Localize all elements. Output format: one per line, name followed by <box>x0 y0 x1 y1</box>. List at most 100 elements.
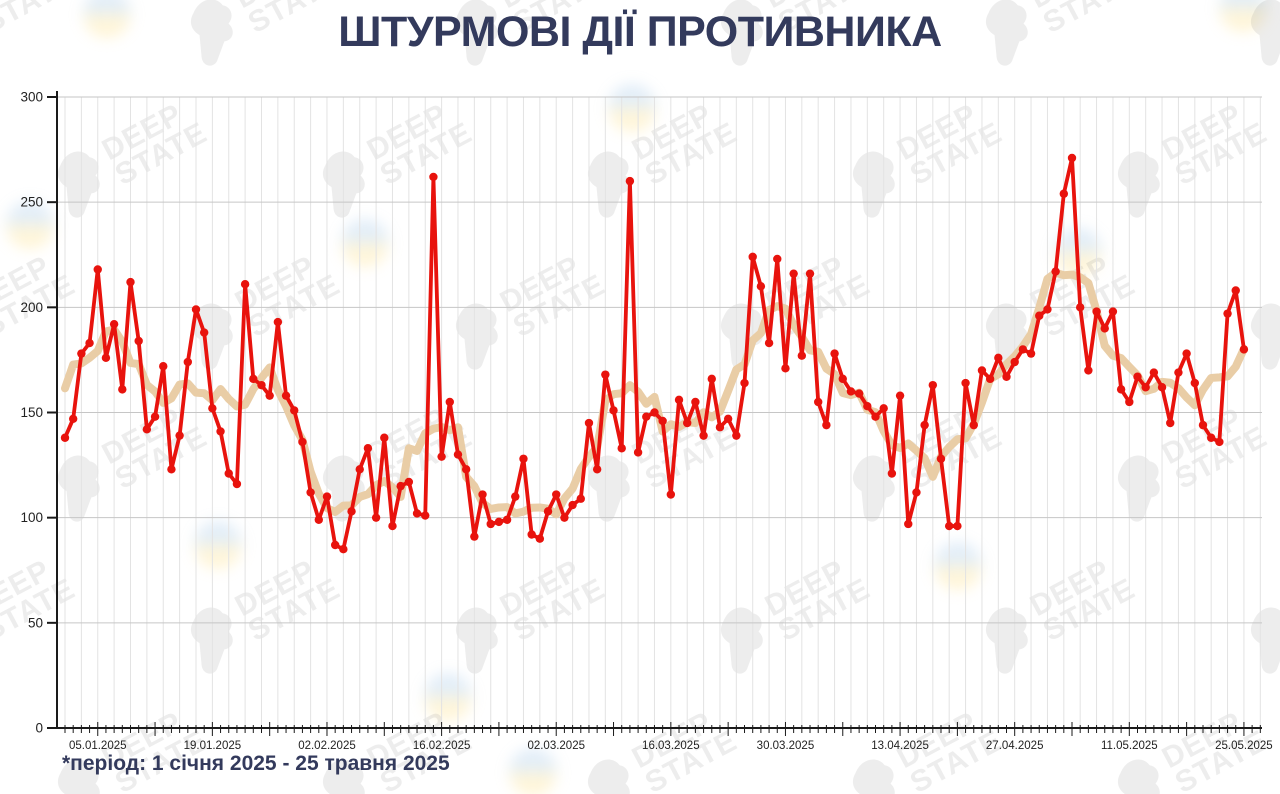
data-point-marker <box>314 515 323 524</box>
data-point-marker <box>633 448 643 457</box>
data-point-marker <box>249 374 258 384</box>
data-point-marker <box>363 444 373 453</box>
data-point-marker <box>1223 309 1232 318</box>
x-axis-date-label: 27.04.2025 <box>986 740 1044 752</box>
data-point-marker <box>944 521 954 531</box>
data-point-marker <box>1035 311 1044 320</box>
data-point-marker <box>625 176 635 186</box>
data-point-marker <box>527 530 536 539</box>
x-axis-date-label: 02.02.2025 <box>298 740 356 752</box>
data-point-marker <box>396 481 405 491</box>
y-axis-label: 300 <box>20 90 43 105</box>
data-point-marker <box>1116 385 1126 394</box>
data-point-marker <box>1075 303 1085 312</box>
data-point-marker <box>576 494 585 503</box>
data-point-marker <box>1059 189 1069 198</box>
data-point-marker <box>1149 368 1159 377</box>
data-point-marker <box>1100 324 1109 333</box>
data-point-marker <box>421 511 430 520</box>
data-point-marker <box>150 412 160 421</box>
data-point-marker <box>1166 418 1175 428</box>
data-point-marker <box>723 414 733 424</box>
data-point-marker <box>265 391 274 400</box>
data-point-marker <box>584 418 594 428</box>
x-axis-date-label: 25.05.2025 <box>1215 740 1273 752</box>
data-point-marker <box>380 433 389 442</box>
data-point-marker <box>257 380 266 390</box>
data-point-marker <box>994 353 1003 363</box>
data-point-marker <box>339 545 348 554</box>
data-point-marker <box>822 420 831 430</box>
data-point-marker <box>85 338 94 348</box>
data-point-marker <box>1190 378 1200 388</box>
grid-layer <box>57 96 1262 728</box>
data-point-marker <box>895 391 905 400</box>
y-axis-label: 50 <box>28 615 43 630</box>
data-point-marker <box>560 513 569 522</box>
data-point-marker <box>535 534 545 543</box>
data-point-marker <box>1157 383 1167 392</box>
data-point-marker <box>985 374 995 384</box>
data-point-marker <box>404 477 414 487</box>
data-point-marker <box>1084 366 1093 375</box>
data-point-marker <box>1174 368 1183 377</box>
data-point-marker <box>1067 153 1077 163</box>
data-point-marker <box>502 515 512 524</box>
data-point-marker <box>1239 345 1249 354</box>
data-point-marker <box>306 488 315 497</box>
data-point-marker <box>854 389 864 398</box>
data-point-marker <box>789 269 798 278</box>
x-axis-date-label: 13.04.2025 <box>871 740 929 752</box>
data-point-marker <box>1002 372 1011 381</box>
data-point-marker <box>199 328 209 337</box>
data-point-marker <box>797 351 807 360</box>
data-point-marker <box>273 317 283 327</box>
data-point-marker <box>748 252 757 262</box>
data-point-marker <box>486 519 495 529</box>
data-point-marker <box>208 404 217 413</box>
data-point-marker <box>830 349 839 358</box>
data-point-marker <box>920 420 929 430</box>
data-point-marker <box>511 492 520 501</box>
data-point-marker <box>1051 267 1060 276</box>
data-point-marker <box>1010 357 1019 367</box>
data-point-marker <box>904 519 913 529</box>
data-point-marker <box>977 366 987 375</box>
data-point-marker <box>322 492 332 501</box>
data-point-marker <box>167 465 176 474</box>
data-point-marker <box>674 395 684 405</box>
x-axis-date-label: 02.03.2025 <box>527 740 585 752</box>
y-axis-label: 250 <box>20 195 43 210</box>
data-point-marker <box>298 437 307 447</box>
y-axis-label: 200 <box>20 300 43 315</box>
data-point-marker <box>1018 345 1028 354</box>
data-point-marker <box>1043 305 1052 314</box>
data-point-marker <box>216 427 225 436</box>
data-point-marker <box>453 450 463 459</box>
data-point-marker <box>1206 433 1216 442</box>
data-point-marker <box>232 479 242 489</box>
period-footnote: *період: 1 січня 2025 - 25 травня 2025 <box>62 752 450 775</box>
data-point-marker <box>592 465 602 474</box>
data-point-marker <box>764 338 774 348</box>
data-point-marker <box>101 353 111 363</box>
data-point-marker <box>355 465 364 474</box>
data-point-marker <box>781 364 790 373</box>
data-point-marker <box>68 414 78 424</box>
data-point-marker <box>388 521 397 531</box>
data-point-marker <box>1026 349 1036 358</box>
axes-layer <box>47 91 1262 736</box>
data-point-marker <box>666 490 676 499</box>
data-point-marker <box>118 385 127 394</box>
data-point-marker <box>691 397 700 407</box>
x-axis-date-label: 05.01.2025 <box>69 740 127 752</box>
data-point-marker <box>445 397 454 407</box>
daily-assaults-series <box>60 153 1249 554</box>
data-point-marker <box>740 378 749 388</box>
x-axis-date-label: 30.03.2025 <box>757 740 815 752</box>
data-point-marker <box>961 378 970 388</box>
data-point-marker <box>60 433 70 442</box>
data-point-marker <box>846 387 856 396</box>
data-point-marker <box>1125 397 1134 407</box>
